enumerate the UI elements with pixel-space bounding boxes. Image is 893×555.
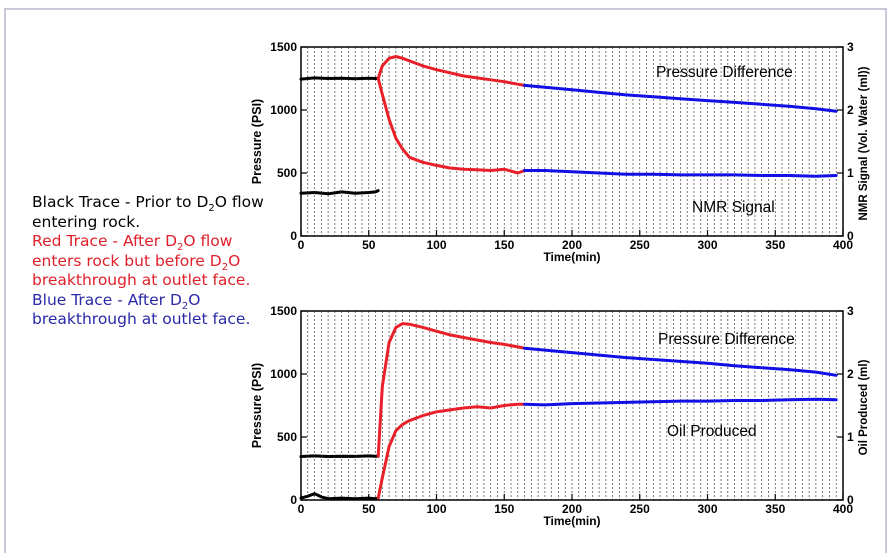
chart-1-y-tick-label: 1500 xyxy=(270,40,297,54)
chart-1-x-tick-label: 100 xyxy=(426,238,446,252)
chart-2-x-tick-label: 250 xyxy=(630,502,650,516)
chart-1-series-black-right-line xyxy=(299,189,380,196)
chart-1-x-tick-label: 350 xyxy=(765,238,785,252)
legend-black-trace: Black Trace - Prior to D2O flow entering… xyxy=(32,193,282,232)
chart-2-y2-tick-label: 0 xyxy=(847,493,854,507)
legend-red-text-2: O flow enters rock but before D xyxy=(32,232,233,270)
chart-2-y-tick-label: 1500 xyxy=(270,304,297,318)
trace-legend: Black Trace - Prior to D2O flow entering… xyxy=(32,193,282,330)
chart-2-annotation: Pressure Difference xyxy=(658,331,795,348)
chart-2-x-axis-label: Time(min) xyxy=(543,514,600,528)
legend-red-trace: Red Trace - After D2O flow enters rock b… xyxy=(32,232,282,291)
chart-1-y2-tick-label: 2 xyxy=(847,103,854,117)
chart-2-y2-tick-label: 2 xyxy=(847,367,854,381)
chart-2-y2-tick-label: 3 xyxy=(847,304,854,318)
chart-1-y-axis-label: Pressure (PSI) xyxy=(250,99,264,184)
chart-1-series-blue-right-line xyxy=(523,169,838,178)
chart-1-x-tick-label: 50 xyxy=(362,238,376,252)
legend-black-text: Black Trace - Prior to D xyxy=(32,193,209,211)
chart-2-x-tick-label: 0 xyxy=(298,502,305,516)
chart-1-x-tick-label: 300 xyxy=(697,238,717,252)
legend-red-sub-2: 2 xyxy=(221,261,229,273)
chart-1-annotation: Pressure Difference xyxy=(656,64,793,81)
chart-1-series-red-right-line xyxy=(376,77,527,175)
chart-2-x-tick-label: 150 xyxy=(494,502,514,516)
chart-1-y2-tick-label: 3 xyxy=(847,40,854,54)
chart-1-series-blue-left-line xyxy=(523,83,838,113)
chart-2-series-blue-right-line xyxy=(523,397,838,407)
chart-1-x-tick-label: 0 xyxy=(298,238,305,252)
chart-2-series-red-right-line xyxy=(376,402,527,500)
chart-1-x-tick-label: 250 xyxy=(630,238,650,252)
chart-2-x-tick-label: 200 xyxy=(562,502,582,516)
legend-black-text-2: O flow entering rock. xyxy=(32,193,264,231)
chart-2-annotation: Oil Produced xyxy=(667,423,757,440)
chart-2-y2-tick-label: 1 xyxy=(847,430,854,444)
chart-2-y2-axis-label: Oil Produced (ml) xyxy=(858,359,870,455)
chart-1-y-tick-label: 0 xyxy=(290,229,297,243)
chart-2-series-black-right-line xyxy=(299,492,380,501)
chart-1-x-axis-label: Time(min) xyxy=(543,250,600,264)
chart-1-y-tick-label: 1000 xyxy=(270,103,297,117)
chart-1-y2-tick-label: 0 xyxy=(847,229,854,243)
chart-2-x-tick-label: 400 xyxy=(833,502,853,516)
legend-blue-trace: Blue Trace - After D2O breakthrough at o… xyxy=(32,291,282,330)
chart-1-x-tick-label: 400 xyxy=(833,238,853,252)
legend-red-sub: 2 xyxy=(177,242,184,254)
chart-1-x-tick-label: 150 xyxy=(494,238,514,252)
legend-blue-text-2: O breakthrough at outlet face. xyxy=(32,290,251,329)
chart-1-series-red-left-line xyxy=(376,55,527,87)
chart-2-series-red-left-line xyxy=(376,322,527,458)
chart-2-x-tick-label: 50 xyxy=(362,502,376,516)
legend-black-sub: 2 xyxy=(208,203,215,215)
chart-2-series-blue-left-line xyxy=(523,346,838,377)
chart-2-x-tick-label: 350 xyxy=(765,502,785,516)
chart-2-x-tick-label: 300 xyxy=(697,502,717,516)
chart-2-y-tick-label: 500 xyxy=(277,430,297,444)
chart-1-annotation: NMR Signal xyxy=(692,199,775,216)
figure-frame xyxy=(4,8,887,553)
chart-1-series-black-left-line xyxy=(299,76,380,81)
legend-blue-text: Blue Trace - After D xyxy=(32,290,182,309)
chart-1-x-tick-label: 200 xyxy=(562,238,582,252)
chart-2-y-tick-label: 0 xyxy=(290,493,297,507)
legend-red-text: Red Trace - After D xyxy=(32,232,178,250)
chart-1-y2-axis-label: NMR Signal (Vol. Water (ml)) xyxy=(858,66,870,220)
chart-2-series-black-left-line xyxy=(299,454,380,458)
chart-1-y2-tick-label: 1 xyxy=(847,166,854,180)
legend-red-text-3: O breakthrough at outlet face. xyxy=(32,251,251,290)
chart-2-x-tick-label: 100 xyxy=(426,502,446,516)
chart-2-y-axis-label: Pressure (PSI) xyxy=(250,363,264,448)
chart-2-y-tick-label: 1000 xyxy=(270,367,297,381)
legend-blue-sub: 2 xyxy=(181,300,189,312)
chart-1-y-tick-label: 500 xyxy=(277,166,297,180)
